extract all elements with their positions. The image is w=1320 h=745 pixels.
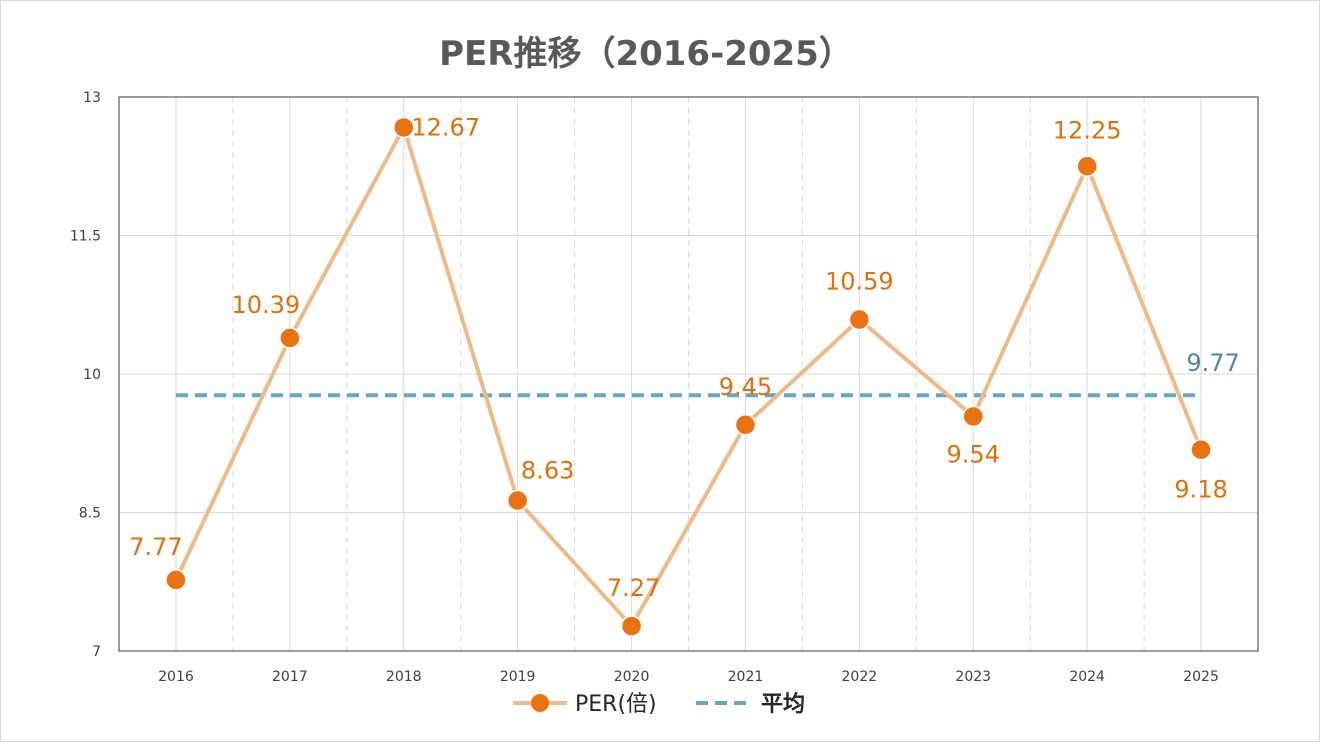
- data-labels: 7.77 10.39 12.67 8.63 7.27 9.45 10.59 9.54 12.25…: [129, 113, 1240, 602]
- y-tick-label: 8.5: [79, 506, 101, 522]
- x-tick-label: 2017: [272, 669, 308, 685]
- x-tick-label: 2023: [955, 669, 991, 685]
- per-series: [165, 116, 1212, 637]
- average-label: 9.77: [1186, 349, 1239, 377]
- legend-marker-per: [531, 694, 549, 712]
- y-tick-label: 7: [92, 644, 101, 660]
- data-label: 7.77: [129, 533, 182, 561]
- legend-label-average: 平均: [761, 691, 805, 717]
- axes: 7 8.5 10 11.5 13 2016 2017 2018 2019 2020 2021 2022…: [70, 90, 1259, 685]
- data-label: 8.63: [521, 456, 574, 484]
- y-tick-label: 11.5: [70, 229, 101, 245]
- data-label: 12.25: [1053, 116, 1122, 144]
- x-tick-label: 2019: [500, 669, 536, 685]
- legend: PER(倍) 平均: [513, 691, 805, 717]
- y-tick-label: 13: [83, 90, 101, 106]
- data-point: [393, 116, 415, 139]
- data-point: [962, 405, 984, 428]
- x-tick-label: 2022: [842, 669, 878, 685]
- grid: [119, 96, 1258, 652]
- data-point: [506, 489, 529, 512]
- x-tick-label: 2020: [614, 669, 650, 685]
- x-tick-label: 2021: [728, 669, 764, 685]
- data-point: [734, 414, 757, 436]
- x-tick-label: 2016: [158, 669, 194, 685]
- x-tick-label: 2024: [1069, 669, 1105, 685]
- data-label: 7.27: [607, 574, 660, 602]
- data-label: 10.59: [825, 268, 894, 296]
- data-label: 12.67: [411, 113, 480, 141]
- plot-border: [118, 96, 1259, 652]
- data-label: 9.54: [947, 440, 1000, 468]
- y-tick-label: 10: [83, 367, 101, 383]
- x-tick-label: 2025: [1183, 669, 1219, 685]
- data-label: 10.39: [231, 291, 300, 319]
- data-point: [165, 569, 187, 591]
- data-point: [620, 615, 643, 637]
- x-tick-label: 2018: [386, 669, 422, 685]
- data-label: 9.45: [719, 373, 772, 401]
- chart-title: PER推移（2016-2025）: [439, 34, 853, 74]
- data-point: [848, 308, 871, 331]
- legend-label-per: PER(倍): [575, 692, 657, 717]
- data-label: 9.18: [1174, 476, 1227, 504]
- data-point: [1076, 155, 1098, 177]
- data-point: [1190, 438, 1212, 461]
- data-point: [279, 327, 301, 349]
- per-line: [174, 125, 1203, 629]
